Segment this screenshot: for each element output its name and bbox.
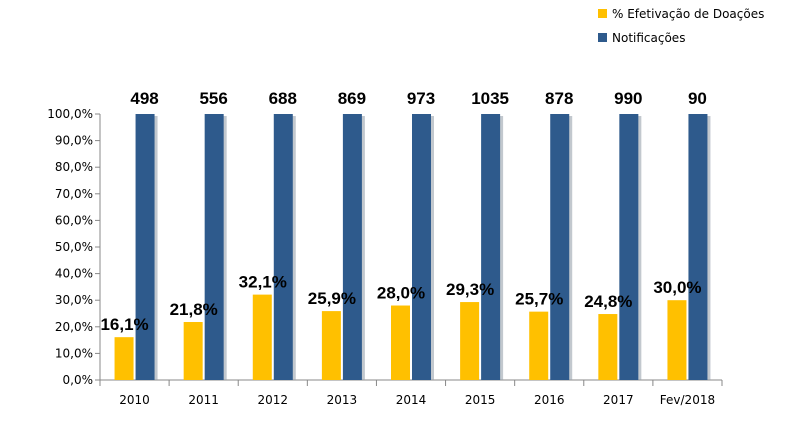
y-tick-label: 50,0% [55,240,93,254]
y-tick-label: 90,0% [55,134,93,148]
data-label-notificacoes: 973 [407,89,435,108]
y-tick-label: 70,0% [55,187,93,201]
data-label-efetivacao: 25,7% [515,290,563,309]
x-tick-label: 2017 [603,393,634,407]
legend-label-efetivacao: % Efetivação de Doações [612,7,764,21]
data-label-efetivacao: 25,9% [308,289,356,308]
bar-notificacoes [342,114,362,380]
data-label-efetivacao: 32,1% [239,273,287,292]
data-label-efetivacao: 28,0% [377,284,425,303]
data-label-notificacoes: 688 [269,89,297,108]
y-tick-label: 40,0% [55,267,93,281]
data-label-notificacoes: 1035 [471,89,509,108]
bar-notificacoes [204,114,224,380]
y-tick-label: 0,0% [63,373,94,387]
legend-label-notificacoes: Notificações [612,31,685,45]
y-tick-label: 20,0% [55,320,93,334]
y-tick-label: 100,0% [47,107,93,121]
y-tick-label: 10,0% [55,346,93,360]
bar-efetivacao [114,337,134,380]
legend-swatch-notificacoes [598,33,607,42]
y-tick-label: 30,0% [55,293,93,307]
y-tick-label: 80,0% [55,160,93,174]
bar-efetivacao [460,302,480,380]
bar-notificacoes [412,114,431,380]
data-label-notificacoes: 878 [545,89,573,108]
data-label-efetivacao: 30,0% [653,278,701,297]
x-tick-label: 2011 [188,393,219,407]
x-tick-label: 2010 [119,393,150,407]
x-tick-label: 2012 [258,393,289,407]
data-label-notificacoes: 556 [199,89,227,108]
x-tick-label: 2016 [534,393,565,407]
bar-notificacoes [481,114,501,380]
x-tick-label: 2014 [396,393,427,407]
data-labels: 16,1% 498 21,8% 556 32,1% 688 25,9% 869 28,0% 973… [100,89,706,334]
bar-efetivacao [321,311,341,380]
data-label-notificacoes: 90 [688,89,707,108]
data-label-efetivacao: 16,1% [100,315,148,334]
x-tick-label: 2013 [327,393,358,407]
bar-notificacoes [619,114,639,380]
bar-notificacoes [135,114,155,380]
data-label-efetivacao: 24,8% [584,292,632,311]
bar-efetivacao [529,311,549,380]
y-tick-label: 60,0% [55,213,93,227]
bar-efetivacao [252,294,272,380]
bar-efetivacao [667,300,687,380]
data-label-efetivacao: 29,3% [446,280,494,299]
axes: 0,0% 10,0% 20,0% 30,0% 40,0% 50,0% 60,0% 70,0% 8… [47,107,723,407]
bar-efetivacao [598,314,618,380]
x-tick-label: 2015 [465,393,496,407]
bar-notificacoes [273,114,293,380]
bar-notificacoes [688,114,708,380]
bars [114,114,711,380]
data-label-notificacoes: 498 [130,89,158,108]
legend-swatch-efetivacao [598,9,607,18]
bar-efetivacao [391,305,410,380]
data-label-notificacoes: 869 [338,89,366,108]
bar-notificacoes [550,114,570,380]
data-label-notificacoes: 990 [614,89,642,108]
x-tick-label: Fev/2018 [660,393,715,407]
bar-efetivacao [183,322,203,380]
legend: % Efetivação de Doações Notificações [598,7,764,45]
data-label-efetivacao: 21,8% [170,300,218,319]
